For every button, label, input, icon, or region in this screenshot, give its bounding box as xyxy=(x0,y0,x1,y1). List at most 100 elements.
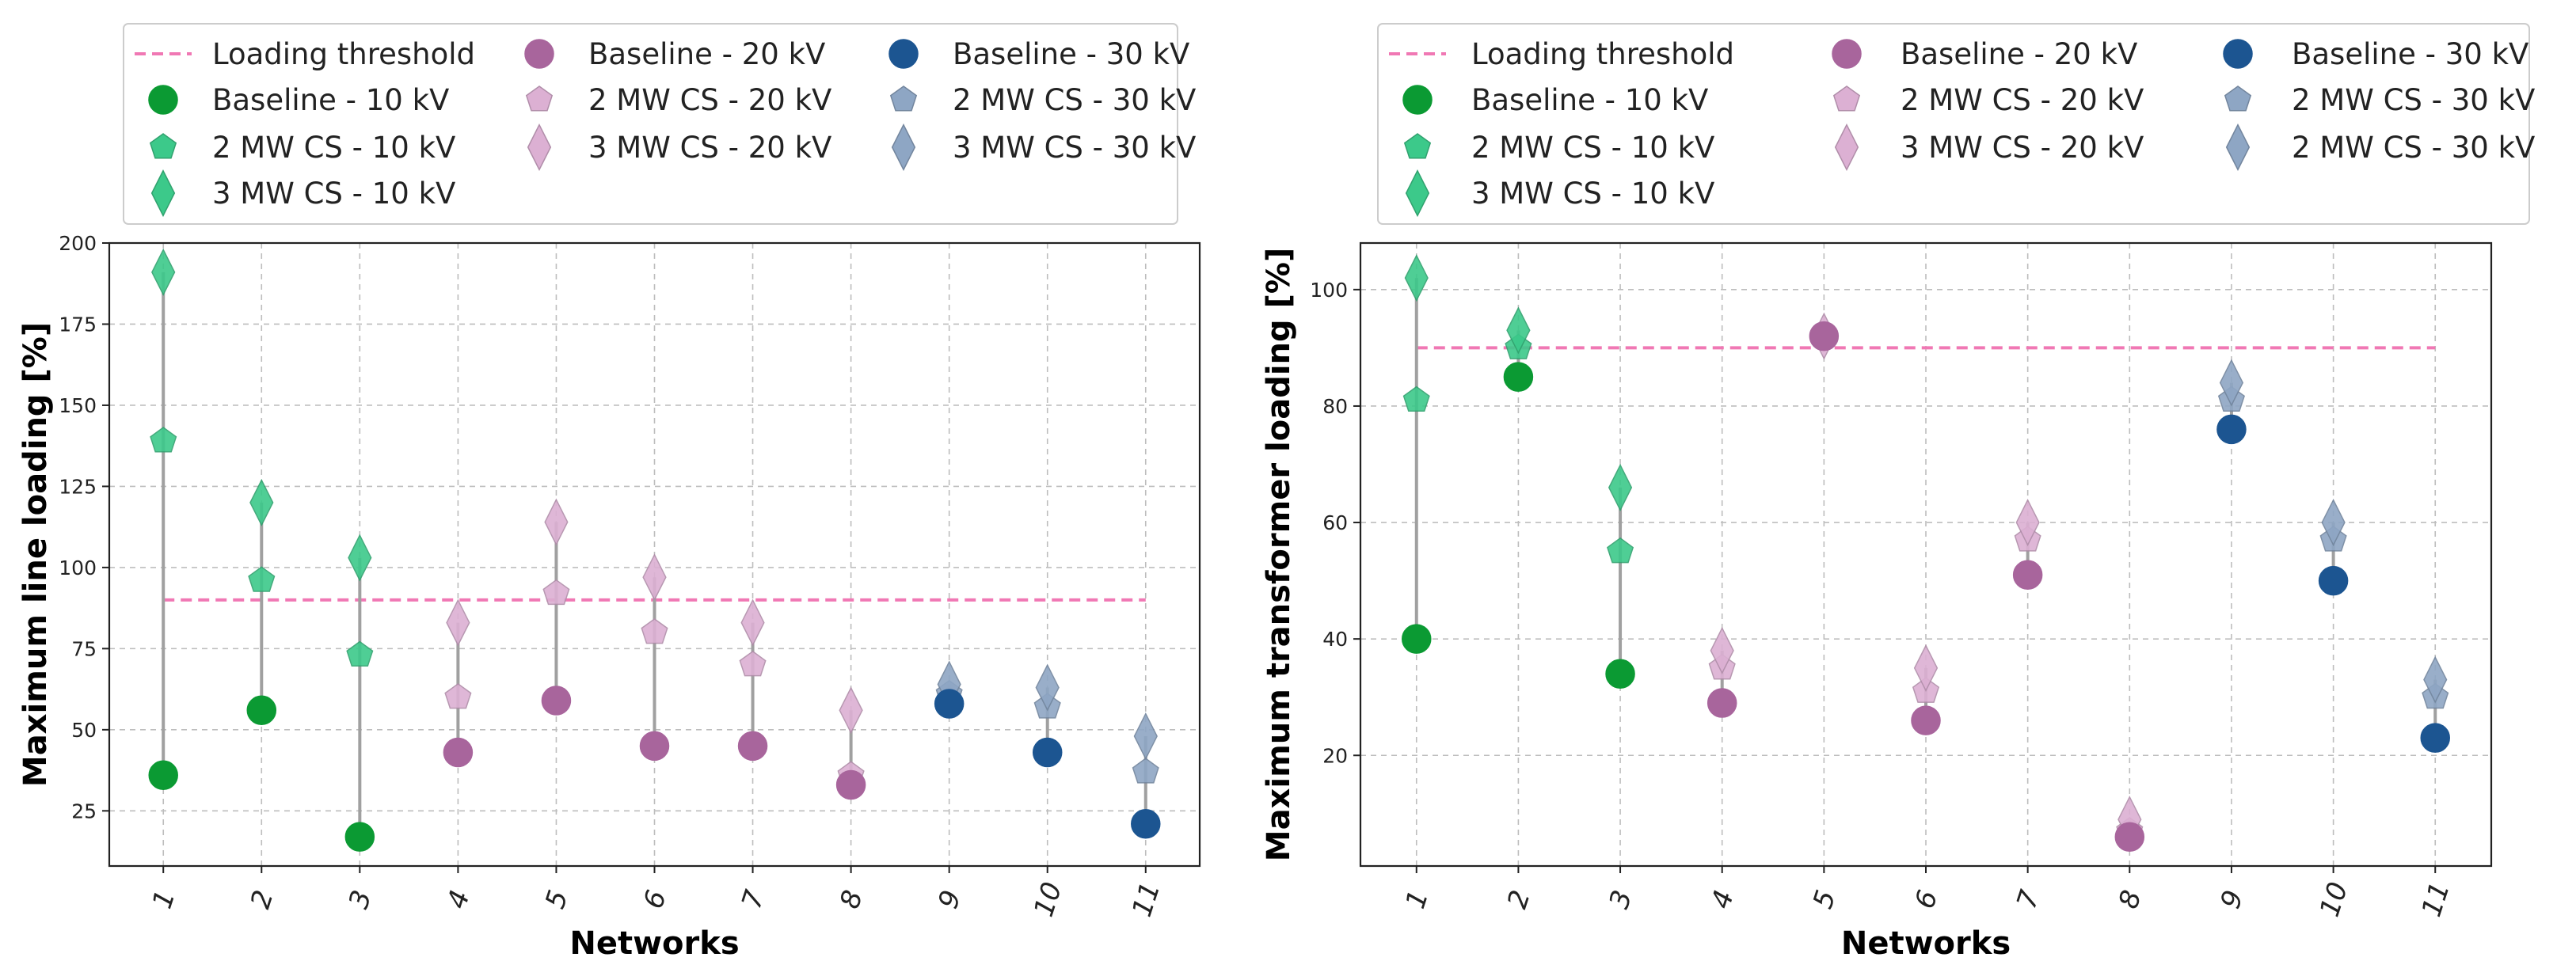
marker-2-mw-cs-20-kv xyxy=(739,650,767,677)
marker-baseline-20-kv xyxy=(639,731,670,762)
marker-2-mw-cs-10-kv xyxy=(150,427,177,453)
legend-baseline-10-kv-symbol xyxy=(148,85,178,115)
marker-3-mw-cs-10-kv xyxy=(249,478,274,526)
legend-label: 3 MW CS - 20 kV xyxy=(1901,131,2144,165)
marker-2-mw-cs-10-kv xyxy=(346,640,374,667)
y-axis-label: Maximum transformer loading [%] xyxy=(1261,248,1297,861)
legend-box xyxy=(1377,23,2530,225)
y-tick-label: 60 xyxy=(1322,511,1348,534)
legend-label: 3 MW CS - 20 kV xyxy=(588,131,831,165)
legend-label: Baseline - 30 kV xyxy=(2292,37,2528,71)
y-axis-label: Maximum line loading [%] xyxy=(17,322,54,787)
x-tick-label: 2 xyxy=(245,887,280,913)
marker-3-mw-cs-20-kv xyxy=(2015,499,2040,547)
x-tick-label: 1 xyxy=(146,887,182,913)
marker-baseline-10-kv xyxy=(148,760,178,790)
legend-2-mw-cs-10-kv-symbol xyxy=(149,133,177,159)
marker-baseline-30-kv xyxy=(934,689,965,719)
legend-2-mw-cs-30-kv-symbol xyxy=(2224,85,2252,112)
legend-label: 3 MW CS - 10 kV xyxy=(212,177,455,211)
legend-label: 3 MW CS - 10 kV xyxy=(1471,177,1714,211)
marker-baseline-20-kv xyxy=(737,731,768,762)
legend-3-mw-cs-30-kv-symbol xyxy=(891,123,916,171)
x-tick-label: 8 xyxy=(2113,887,2148,913)
x-tick-label: 10 xyxy=(2314,879,2354,921)
marker-3-mw-cs-20-kv xyxy=(446,598,470,647)
legend-label: 2 MW CS - 20 kV xyxy=(588,83,831,117)
marker-3-mw-cs-20-kv xyxy=(740,598,765,647)
x-tick-label: 3 xyxy=(1604,887,1639,913)
marker-2-mw-cs-20-kv xyxy=(641,617,668,644)
legend-label: 2 MW CS - 30 kV xyxy=(2292,131,2535,165)
marker-baseline-20-kv xyxy=(443,737,474,768)
marker-2-mw-cs-30-kv xyxy=(2423,655,2448,704)
legend-3-mw-cs-20-kv-symbol xyxy=(527,123,552,171)
x-tick-label: 2 xyxy=(1501,887,1537,913)
marker-3-mw-cs-10-kv xyxy=(348,534,372,582)
marker-baseline-10-kv xyxy=(1402,624,1432,654)
marker-2-mw-cs-20-kv xyxy=(542,579,570,606)
legend-label: 2 MW CS - 30 kV xyxy=(2292,83,2535,117)
y-tick-label: 40 xyxy=(1322,628,1348,651)
y-tick-label: 100 xyxy=(1310,279,1348,302)
x-axis-label: Networks xyxy=(569,925,739,962)
chart-panel-2: 20 40 60 80 100 1 2 3 4 5 6 7 8 9 10 11 Networks Maximum … xyxy=(1261,23,2535,962)
legend-label: Baseline - 20 kV xyxy=(588,37,825,71)
x-tick-label: 6 xyxy=(1909,887,1945,913)
x-tick-label: 9 xyxy=(2215,887,2251,913)
legend-label: 2 MW CS - 10 kV xyxy=(212,131,455,165)
marker-3-mw-cs-20-kv xyxy=(642,553,667,602)
x-tick-label: 11 xyxy=(1126,879,1166,921)
marker-2-mw-cs-30-kv xyxy=(2321,499,2346,547)
legend-label: Baseline - 30 kV xyxy=(953,37,1189,71)
marker-3-mw-cs-20-kv xyxy=(1710,626,1734,674)
legend-label: Baseline - 10 kV xyxy=(1471,83,1708,117)
legend: Loading threshold Baseline - 10 kV 2 MW CS… xyxy=(123,23,1196,225)
marker-3-mw-cs-30-kv xyxy=(1035,663,1060,712)
y-tick-label: 200 xyxy=(59,232,97,255)
x-axis-label: Networks xyxy=(1841,925,2011,962)
y-tick-label: 100 xyxy=(59,556,97,579)
marker-2-mw-cs-20-kv xyxy=(444,682,472,709)
y-tick-label: 150 xyxy=(59,394,97,417)
marker-baseline-30-kv xyxy=(1032,737,1063,768)
marker-2-mw-cs-30-kv xyxy=(1132,758,1159,784)
marker-baseline-20-kv xyxy=(1911,705,1941,735)
legend-3-mw-cs-20-kv-symbol xyxy=(1834,123,1859,171)
legend-label: Loading threshold xyxy=(1471,37,1734,71)
legend-2-mw-cs-30-kv-symbol xyxy=(889,85,918,112)
legend-label: Baseline - 10 kV xyxy=(212,83,449,117)
legend-2-mw-cs-10-kv-symbol xyxy=(1403,133,1432,159)
x-tick-label: 3 xyxy=(343,887,379,913)
legend-baseline-10-kv-symbol xyxy=(1402,85,1433,115)
x-tick-label: 4 xyxy=(441,887,477,913)
marker-baseline-30-kv xyxy=(2420,723,2450,753)
legend-label: Baseline - 20 kV xyxy=(1901,37,2137,71)
marker-3-mw-cs-20-kv xyxy=(839,686,863,735)
y-tick-label: 175 xyxy=(59,313,97,336)
legend-label: 2 MW CS - 30 kV xyxy=(953,83,1196,117)
legend-label: Loading threshold xyxy=(212,37,475,71)
marker-3-mw-cs-20-kv xyxy=(544,498,569,546)
marker-3-mw-cs-10-kv xyxy=(1506,306,1531,355)
marker-baseline-20-kv xyxy=(1809,321,1840,351)
marker-3-mw-cs-10-kv xyxy=(151,248,176,296)
y-tick-label: 50 xyxy=(71,719,97,742)
x-tick-label: 1 xyxy=(1399,887,1435,913)
chart-panel-1: 25 50 75 100 125 150 175 200 1 2 3 4 5 6 7 8 9 10 11 Networ… xyxy=(17,23,1201,962)
legend-baseline-30-kv-symbol xyxy=(2223,39,2253,69)
legend-2-mw-cs-20-kv-symbol xyxy=(1832,85,1861,112)
legend-baseline-20-kv-symbol xyxy=(524,39,554,69)
legend-3-mw-cs-10-kv-symbol xyxy=(150,169,176,218)
marker-baseline-20-kv xyxy=(835,769,866,800)
legend-2-mw-cs-20-kv-symbol xyxy=(525,85,554,112)
marker-2-mw-cs-10-kv xyxy=(248,566,276,592)
marker-baseline-30-kv xyxy=(1131,808,1161,839)
marker-baseline-30-kv xyxy=(2216,414,2247,445)
x-tick-label: 11 xyxy=(2415,879,2456,921)
x-tick-label: 7 xyxy=(2011,886,2046,912)
legend-baseline-20-kv-symbol xyxy=(1832,39,1862,69)
x-tick-label: 4 xyxy=(1705,887,1741,913)
marker-baseline-20-kv xyxy=(1707,688,1737,718)
